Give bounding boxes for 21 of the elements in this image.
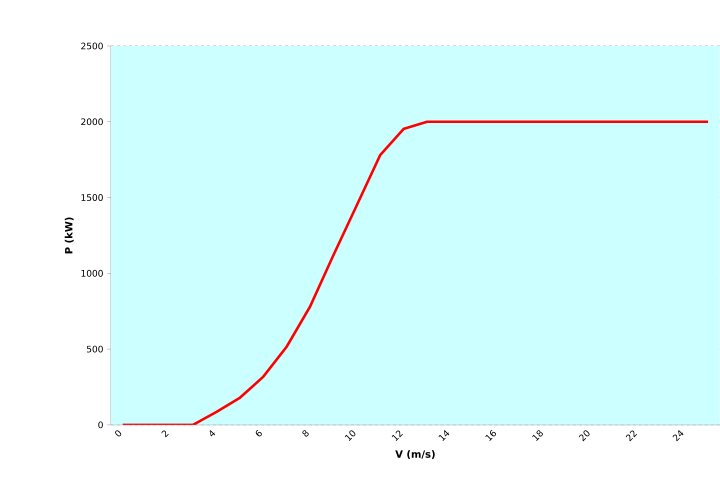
x-tick-label: 20 — [578, 430, 590, 442]
y-tick-label: 2500 — [81, 42, 103, 50]
x-tick-label: 2 — [161, 430, 169, 438]
y-tick-label: 1500 — [82, 194, 103, 202]
x-tick-label: 18 — [532, 430, 543, 442]
x-axis-title: V (m/s) — [395, 450, 435, 460]
y-tick-label: 2000 — [81, 118, 103, 126]
x-tick-label: 0 — [115, 430, 122, 436]
x-tick-label: 16 — [485, 430, 496, 442]
x-tick-label: 8 — [302, 430, 309, 437]
x-tick-label: 22 — [626, 430, 638, 442]
x-tick-label: 6 — [256, 430, 262, 436]
x-tick-label: 12 — [392, 430, 403, 442]
y-tick-label: 0 — [98, 422, 103, 428]
x-tick-label: 10 — [344, 430, 356, 442]
y-axis-title: P (kW) — [64, 218, 74, 254]
x-tick-label: 24 — [672, 430, 684, 442]
x-tick-label: 4 — [210, 430, 216, 436]
y-tick-label: 500 — [86, 346, 103, 353]
y-tick-label: 1000 — [82, 270, 103, 277]
x-tick-label: 14 — [438, 430, 450, 442]
